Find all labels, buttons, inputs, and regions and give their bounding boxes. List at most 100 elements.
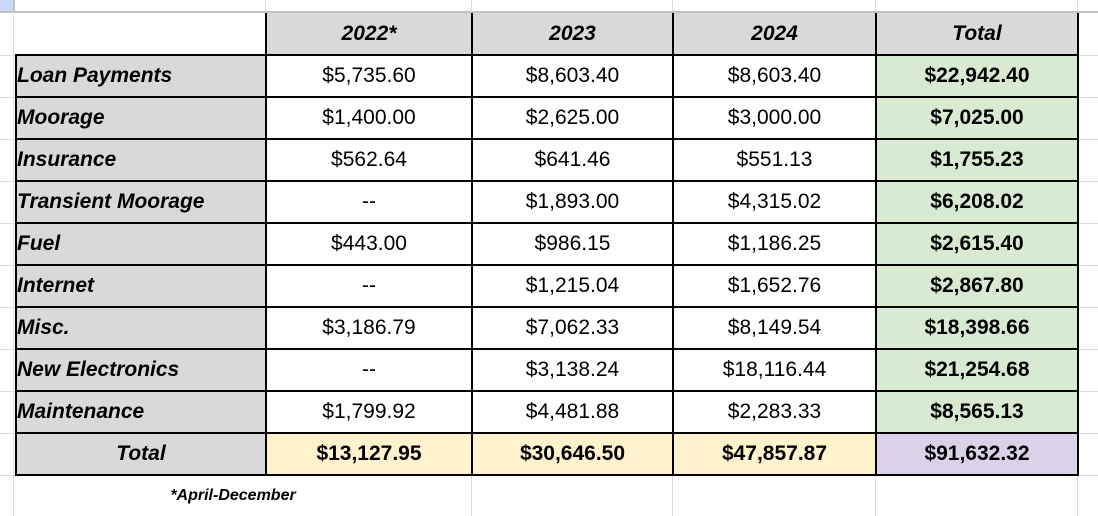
cell[interactable]: $986.15 xyxy=(471,222,674,266)
row-label[interactable]: Insurance xyxy=(15,138,267,182)
cell[interactable]: $18,398.66 xyxy=(875,306,1079,350)
gridline-horizontal xyxy=(1077,223,1098,224)
row-label[interactable]: Misc. xyxy=(15,306,267,350)
gridline-horizontal xyxy=(1077,139,1098,140)
cell[interactable]: $21,254.68 xyxy=(875,348,1079,392)
cell[interactable]: $2,615.40 xyxy=(875,222,1079,266)
cell[interactable]: -- xyxy=(265,348,473,392)
cell[interactable]: $7,062.33 xyxy=(471,306,674,350)
gridline-vertical xyxy=(672,475,673,516)
gridline-horizontal xyxy=(1077,349,1098,350)
gridline-vertical xyxy=(672,0,673,11)
cell[interactable]: $5,735.60 xyxy=(265,54,473,98)
table-row: Misc. $3,186.79 $7,062.33 $8,149.54 $18,398.… xyxy=(15,306,1079,350)
cell[interactable]: $91,632.32 xyxy=(875,432,1079,476)
cell[interactable]: $1,400.00 xyxy=(265,96,473,140)
gridline-vertical xyxy=(875,475,876,516)
table-row: Insurance $562.64 $641.46 $551.13 $1,755.23 xyxy=(15,138,1079,182)
cell[interactable]: $1,799.92 xyxy=(265,390,473,434)
cell[interactable]: $551.13 xyxy=(672,138,877,182)
column-header-2023[interactable]: 2023 xyxy=(471,13,674,56)
row-label[interactable]: New Electronics xyxy=(15,348,267,392)
cell[interactable]: $2,867.80 xyxy=(875,264,1079,308)
cell[interactable]: $1,755.23 xyxy=(875,138,1079,182)
gridline-vertical xyxy=(471,475,472,516)
cell[interactable]: $4,481.88 xyxy=(471,390,674,434)
partial-selected-cell-highlight xyxy=(0,0,13,11)
gridline-vertical xyxy=(265,0,266,11)
gridline-horizontal xyxy=(0,433,15,434)
column-header-2022[interactable]: 2022* xyxy=(265,13,473,56)
gridline-vertical xyxy=(13,13,14,516)
gridline-horizontal xyxy=(1077,181,1098,182)
gridline-horizontal xyxy=(1077,97,1098,98)
gridline-horizontal xyxy=(1077,391,1098,392)
gridline-horizontal xyxy=(0,223,15,224)
table-row: Internet -- $1,215.04 $1,652.76 $2,867.80 xyxy=(15,264,1079,308)
gridline-horizontal xyxy=(1077,265,1098,266)
table-row: Loan Payments $5,735.60 $8,603.40 $8,603.40… xyxy=(15,54,1079,98)
table-row: Fuel $443.00 $986.15 $1,186.25 $2,615.40 xyxy=(15,222,1079,266)
cell[interactable]: $2,283.33 xyxy=(672,390,877,434)
table-row: New Electronics -- $3,138.24 $18,116.44 $21,… xyxy=(15,348,1079,392)
row-label[interactable]: Loan Payments xyxy=(15,54,267,98)
column-header-Total[interactable]: Total xyxy=(875,13,1079,56)
row-label[interactable]: Moorage xyxy=(15,96,267,140)
cell[interactable]: $8,603.40 xyxy=(672,54,877,98)
table-header-row: 2022* 2023 2024 Total xyxy=(16,13,1079,56)
cell[interactable]: $1,893.00 xyxy=(471,180,674,224)
cell[interactable]: $1,215.04 xyxy=(471,264,674,308)
cell[interactable]: $8,149.54 xyxy=(672,306,877,350)
cell[interactable]: $443.00 xyxy=(265,222,473,266)
cell[interactable]: $562.64 xyxy=(265,138,473,182)
gridline-vertical xyxy=(875,0,876,11)
row-label[interactable]: Fuel xyxy=(15,222,267,266)
row-label[interactable]: Maintenance xyxy=(15,390,267,434)
gridline-vertical xyxy=(13,0,15,11)
cell[interactable]: $30,646.50 xyxy=(471,432,674,476)
gridline-horizontal xyxy=(0,307,15,308)
cell[interactable]: $13,127.95 xyxy=(265,432,473,476)
cell[interactable]: $1,652.76 xyxy=(672,264,877,308)
gridline-vertical xyxy=(1077,0,1078,11)
cell[interactable]: $3,186.79 xyxy=(265,306,473,350)
cell[interactable]: $47,857.87 xyxy=(672,432,877,476)
expense-table: 2022* 2023 2024 Total Loan Payments $5,735.6… xyxy=(15,13,1079,476)
cell[interactable]: $2,625.00 xyxy=(471,96,674,140)
cell[interactable]: $6,208.02 xyxy=(875,180,1079,224)
footnote-cell[interactable]: *April-December xyxy=(170,487,296,504)
gridline-vertical xyxy=(471,0,472,11)
cell[interactable]: $22,942.40 xyxy=(875,54,1079,98)
table-row: Transient Moorage -- $1,893.00 $4,315.02 $6,… xyxy=(15,180,1079,224)
gridline-horizontal xyxy=(0,181,15,182)
cell[interactable]: $4,315.02 xyxy=(672,180,877,224)
gridline-horizontal xyxy=(1077,433,1098,434)
cell[interactable]: $1,186.25 xyxy=(672,222,877,266)
gridline-horizontal xyxy=(0,97,15,98)
cell[interactable]: $7,025.00 xyxy=(875,96,1079,140)
cell[interactable]: $3,000.00 xyxy=(672,96,877,140)
table-row: Maintenance $1,799.92 $4,481.88 $2,283.33 $8… xyxy=(15,390,1079,434)
cell[interactable]: $8,603.40 xyxy=(471,54,674,98)
column-header-2024[interactable]: 2024 xyxy=(672,13,877,56)
cell[interactable]: $18,116.44 xyxy=(672,348,877,392)
cell[interactable]: $8,565.13 xyxy=(875,390,1079,434)
row-label[interactable]: Transient Moorage xyxy=(15,180,267,224)
cell[interactable]: $641.46 xyxy=(471,138,674,182)
table-row: Moorage $1,400.00 $2,625.00 $3,000.00 $7,025… xyxy=(15,96,1079,140)
row-label[interactable]: Total xyxy=(15,432,267,476)
gridline-horizontal xyxy=(1077,307,1098,308)
gridline-horizontal xyxy=(1077,55,1098,56)
corner-cell[interactable] xyxy=(16,13,266,55)
gridline-vertical xyxy=(1077,475,1078,516)
cell[interactable]: -- xyxy=(265,264,473,308)
gridline-horizontal xyxy=(0,11,1098,13)
cell[interactable]: -- xyxy=(265,180,473,224)
row-label[interactable]: Internet xyxy=(15,264,267,308)
gridline-horizontal xyxy=(0,475,15,476)
gridline-horizontal xyxy=(0,265,15,266)
table-row: Total $13,127.95 $30,646.50 $47,857.87 $91,6… xyxy=(15,432,1079,476)
cell[interactable]: $3,138.24 xyxy=(471,348,674,392)
gridline-horizontal xyxy=(0,349,15,350)
